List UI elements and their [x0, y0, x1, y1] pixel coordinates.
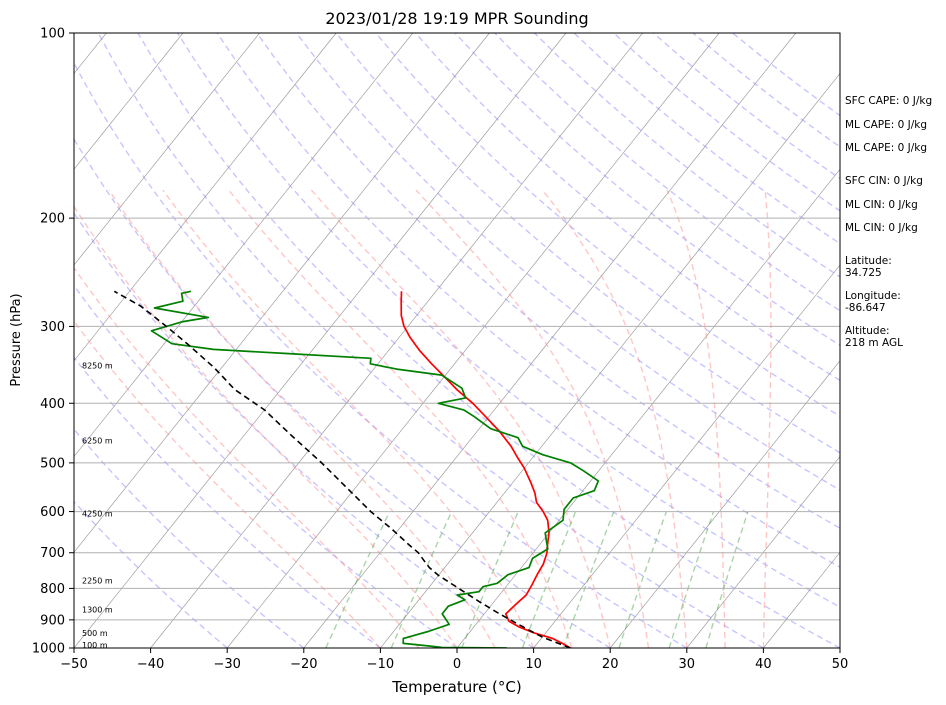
height-label: 1300 m	[82, 606, 113, 615]
dry-adiabat-line	[137, 33, 840, 648]
isotherm-line	[74, 33, 490, 553]
dry-adiabat-line	[256, 33, 840, 530]
dry-adiabat-line	[74, 61, 688, 648]
pressure-gridlines	[74, 217, 840, 621]
moist-adiabat-line	[74, 320, 381, 648]
index-ml-cape-2: ML CAPE: 0 J/kg	[845, 142, 927, 154]
y-tick-label: 100	[40, 27, 65, 42]
height-label: 500 m	[82, 629, 108, 638]
moist-adiabat-line	[74, 266, 420, 648]
y-tick-label: 900	[40, 613, 65, 628]
isotherm-line	[226, 33, 720, 648]
temperature-line	[400, 291, 571, 648]
dry-adiabat-line	[177, 33, 840, 608]
longitude-label: Longitude:	[845, 290, 901, 302]
background-lines	[74, 33, 840, 648]
index-ml-cin: ML CIN: 0 J/kg	[845, 199, 918, 211]
y-axis-label: Pressure (hPa)	[9, 293, 24, 386]
moist-adiabat-line	[74, 204, 458, 648]
isotherm-line	[380, 72, 840, 648]
moist-adiabat-line	[310, 189, 611, 648]
dry-adiabat-line	[335, 33, 840, 454]
y-tick-label: 200	[40, 212, 65, 227]
isotherm-line	[609, 360, 840, 648]
isotherm-line	[686, 455, 840, 648]
longitude-value: -86.647	[845, 302, 886, 314]
y-axis-ticks: 1000 900 800 700 600 500 400 300 200 100	[32, 27, 74, 657]
index-ml-cape: ML CAPE: 0 J/kg	[845, 119, 927, 131]
isotherm-line	[456, 168, 840, 648]
index-ml-cin-2: ML CIN: 0 J/kg	[845, 222, 918, 234]
parcel-line	[113, 290, 571, 648]
plot-frame	[73, 32, 841, 649]
dry-adiabat-line	[97, 33, 764, 648]
isotherm-line	[150, 33, 643, 648]
y-tick-label: 400	[40, 397, 65, 412]
y-tick-label: 500	[40, 456, 65, 471]
moist-adiabat-line	[162, 189, 535, 648]
height-label: 4250 m	[82, 509, 113, 518]
dry-adiabat-line	[414, 33, 840, 382]
x-tick-label: −20	[290, 657, 317, 672]
chart-title: 2023/01/28 19:19 MPR Sounding	[325, 9, 588, 28]
y-tick-label: 700	[40, 546, 65, 561]
x-tick-label: 50	[832, 657, 849, 672]
x-tick-label: −50	[60, 657, 87, 672]
mixing-ratio-line	[325, 511, 391, 648]
y-tick-label: 600	[40, 505, 65, 520]
y-tick-label: 1000	[32, 642, 65, 657]
x-tick-label: 40	[755, 657, 772, 672]
dewpoint-line	[150, 290, 600, 648]
profile-lines	[113, 290, 600, 648]
isotherm-line	[74, 33, 260, 266]
isotherm-line	[533, 264, 840, 648]
x-tick-label: 10	[525, 657, 542, 672]
isotherm-line	[74, 33, 567, 648]
dry-adiabat-line	[74, 500, 228, 648]
y-tick-label: 300	[40, 320, 65, 335]
x-tick-label: 30	[679, 657, 696, 672]
moist-adiabat-line	[541, 189, 688, 648]
height-labels: 100 m 500 m 1300 m 2250 m 4250 m 6250 m 8250 m	[82, 361, 113, 649]
moist-adiabat-line	[228, 189, 573, 648]
height-label: 6250 m	[82, 437, 113, 446]
dry-adiabat-line	[375, 33, 840, 418]
mixing-ratio-line	[461, 511, 519, 648]
y-tick-label: 800	[40, 582, 65, 597]
x-tick-label: 20	[602, 657, 619, 672]
isotherm-line	[74, 33, 337, 362]
moist-adiabat-line	[415, 189, 650, 648]
x-tick-label: 0	[453, 657, 461, 672]
index-sfc-cape: SFC CAPE: 0 J/kg	[845, 95, 932, 107]
moist-adiabat-line	[762, 189, 772, 648]
x-tick-label: −40	[137, 657, 164, 672]
dry-adiabat-line	[74, 211, 534, 648]
isotherm-line	[74, 33, 184, 170]
dry-adiabat-line	[74, 284, 458, 648]
index-sfc-cin: SFC CIN: 0 J/kg	[845, 175, 923, 187]
isotherm-line	[303, 33, 797, 648]
altitude-value: 218 m AGL	[845, 337, 903, 349]
indices-panel: SFC CAPE: 0 J/kg ML CAPE: 0 J/kg ML CAPE…	[845, 95, 932, 234]
moist-adiabat-line	[666, 189, 726, 648]
height-label: 100 m	[82, 641, 108, 650]
mixing-ratio-line	[562, 511, 615, 648]
x-tick-label: −30	[213, 657, 240, 672]
latitude-label: Latitude:	[845, 255, 892, 267]
latitude-value: 34.725	[845, 267, 882, 279]
x-tick-label: −10	[367, 657, 394, 672]
height-label: 8250 m	[82, 361, 113, 370]
x-axis-label: Temperature (°C)	[391, 678, 521, 696]
dry-adiabat-line	[74, 356, 381, 648]
dry-adiabat-line	[74, 137, 611, 648]
dry-adiabat-line	[216, 33, 840, 569]
height-label: 2250 m	[82, 576, 113, 585]
x-axis-ticks: −50 −40 −30 −20 −10 0 10 20 30 40 50	[60, 648, 848, 672]
moist-adiabat-line	[108, 189, 496, 648]
mixing-ratio-line	[668, 511, 715, 648]
altitude-label: Altitude:	[845, 325, 890, 337]
station-panel: Latitude: 34.725 Longitude: -86.647 Alti…	[845, 255, 903, 349]
